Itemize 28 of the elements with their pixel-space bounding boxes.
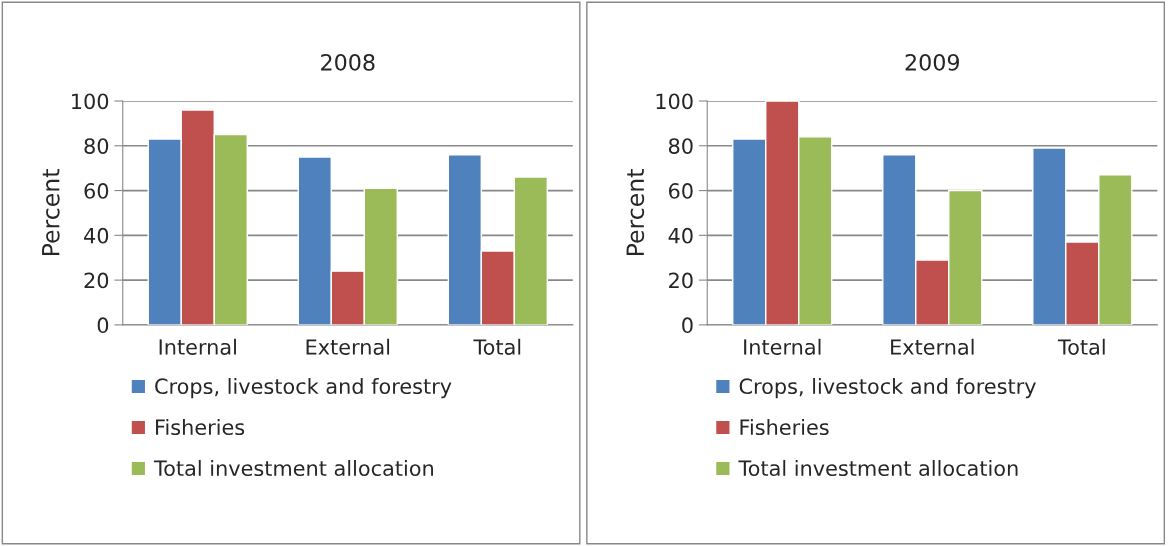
x-tick-label: External xyxy=(891,338,974,355)
chart-title: 2008 xyxy=(321,53,375,71)
y-tick-label: 60 xyxy=(669,183,693,199)
y-axis-title: Percent xyxy=(626,169,645,256)
y-tick-label: 40 xyxy=(668,227,693,244)
x-tick-label: Internal xyxy=(159,338,236,355)
y-tick-label: 20 xyxy=(669,272,693,289)
x-tick-label: External xyxy=(306,338,390,355)
y-tick-label: 0 xyxy=(682,317,693,334)
y-axis-title: Percent xyxy=(42,169,60,256)
legend-label: Crops, livestock and forestry xyxy=(739,377,1036,399)
y-tick-label: 100 xyxy=(656,93,693,110)
legend-label: Total investment allocation xyxy=(738,459,1018,477)
y-tick-label: 20 xyxy=(84,272,109,289)
legend-label: Crops, livestock and forestry xyxy=(155,377,452,399)
y-tick-label: 80 xyxy=(668,138,693,154)
x-tick-label: Internal xyxy=(744,338,821,355)
chart-title: 2009 xyxy=(905,53,959,71)
legend-label: Fisheries xyxy=(156,418,245,436)
x-tick-label: Total xyxy=(1057,338,1105,355)
legend-label: Total investment allocation xyxy=(153,459,433,477)
y-tick-label: 40 xyxy=(84,227,109,244)
y-tick-label: 100 xyxy=(72,93,109,110)
y-tick-label: 0 xyxy=(97,317,109,334)
y-tick-label: 60 xyxy=(84,183,109,199)
x-tick-label: Total xyxy=(473,338,521,355)
legend-label: Fisheries xyxy=(740,418,829,436)
y-tick-label: 80 xyxy=(84,138,109,154)
